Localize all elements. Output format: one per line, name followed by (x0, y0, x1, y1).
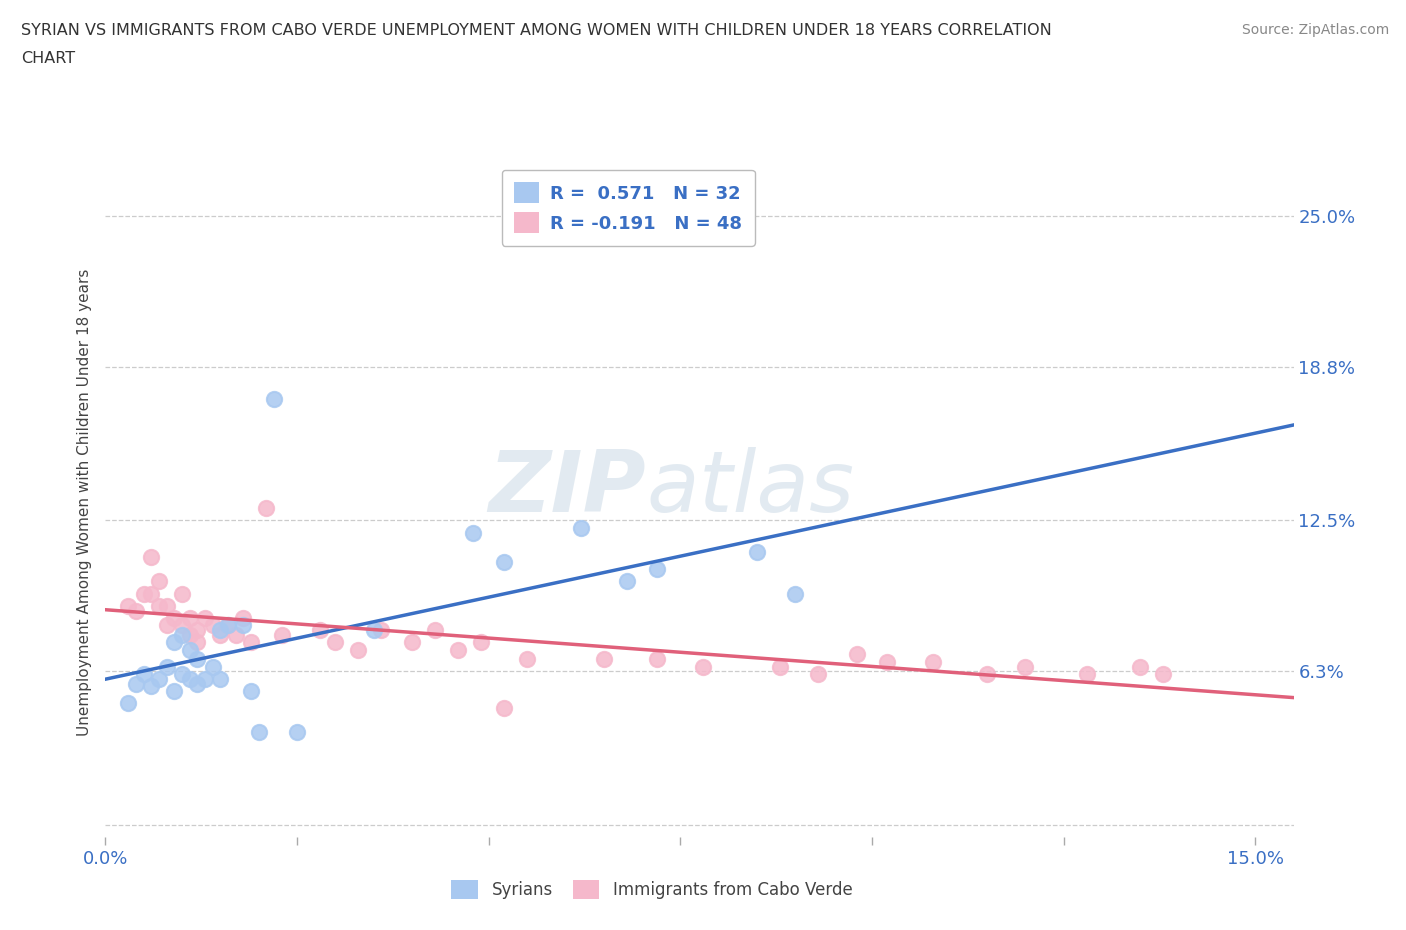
Point (156, 659, 179, 674)
Point (309, 622, 332, 637)
Point (976, 667, 998, 682)
Text: ZIP: ZIP (488, 447, 645, 530)
Point (423, 622, 446, 637)
Point (156, 598, 179, 613)
Point (225, 628, 247, 643)
Point (132, 586, 155, 601)
Point (745, 545, 768, 560)
Point (785, 586, 807, 601)
Point (470, 635, 492, 650)
Point (325, 635, 347, 650)
Point (156, 618, 179, 632)
Point (163, 610, 186, 625)
Point (125, 604, 148, 618)
Point (232, 610, 254, 625)
Point (179, 671, 201, 686)
Point (370, 622, 392, 637)
Point (592, 652, 614, 667)
Point (141, 679, 163, 694)
Point (172, 628, 194, 643)
Point (807, 667, 830, 682)
Text: CHART: CHART (21, 51, 75, 66)
Point (647, 652, 669, 667)
Point (132, 667, 155, 682)
Point (201, 659, 224, 674)
Point (254, 501, 277, 516)
Point (179, 628, 201, 643)
Point (922, 654, 945, 669)
Point (1076, 667, 1098, 682)
Point (516, 652, 538, 667)
Point (240, 684, 263, 698)
Point (125, 676, 148, 691)
Point (347, 642, 370, 657)
Text: SYRIAN VS IMMIGRANTS FROM CABO VERDE UNEMPLOYMENT AMONG WOMEN WITH CHILDREN UNDE: SYRIAN VS IMMIGRANTS FROM CABO VERDE UNE… (21, 23, 1052, 38)
Point (172, 618, 194, 632)
Legend: Syrians, Immigrants from Cabo Verde: Syrians, Immigrants from Cabo Verde (444, 873, 859, 906)
Point (209, 622, 232, 637)
Point (616, 574, 638, 589)
Point (217, 618, 239, 632)
Point (363, 622, 385, 637)
Point (447, 642, 470, 657)
Point (263, 392, 285, 406)
Point (569, 520, 592, 535)
Point (1152, 667, 1174, 682)
Point (141, 550, 163, 565)
Point (186, 676, 208, 691)
Point (217, 618, 239, 632)
Point (492, 554, 515, 569)
Point (186, 652, 208, 667)
Point (845, 647, 868, 662)
Point (270, 628, 292, 643)
Point (194, 610, 217, 625)
Text: Source: ZipAtlas.com: Source: ZipAtlas.com (1241, 23, 1389, 37)
Point (117, 696, 139, 711)
Point (179, 642, 201, 657)
Point (769, 659, 792, 674)
Point (647, 562, 669, 577)
Point (163, 684, 186, 698)
Point (141, 586, 163, 601)
Text: atlas: atlas (645, 447, 853, 530)
Point (201, 618, 224, 632)
Point (209, 628, 232, 643)
Point (285, 724, 308, 739)
Point (117, 598, 139, 613)
Point (401, 635, 423, 650)
Point (148, 574, 170, 589)
Point (172, 667, 194, 682)
Point (1129, 659, 1152, 674)
Y-axis label: Unemployment Among Women with Children Under 18 years: Unemployment Among Women with Children U… (76, 269, 91, 736)
Point (1014, 659, 1036, 674)
Point (232, 618, 254, 632)
Point (247, 724, 270, 739)
Point (179, 610, 201, 625)
Point (492, 700, 515, 715)
Point (163, 635, 186, 650)
Point (172, 586, 194, 601)
Point (148, 598, 170, 613)
Point (148, 671, 170, 686)
Point (692, 659, 714, 674)
Point (186, 635, 208, 650)
Point (876, 654, 898, 669)
Point (209, 671, 232, 686)
Point (240, 635, 263, 650)
Point (463, 525, 485, 540)
Point (186, 622, 208, 637)
Point (194, 671, 217, 686)
